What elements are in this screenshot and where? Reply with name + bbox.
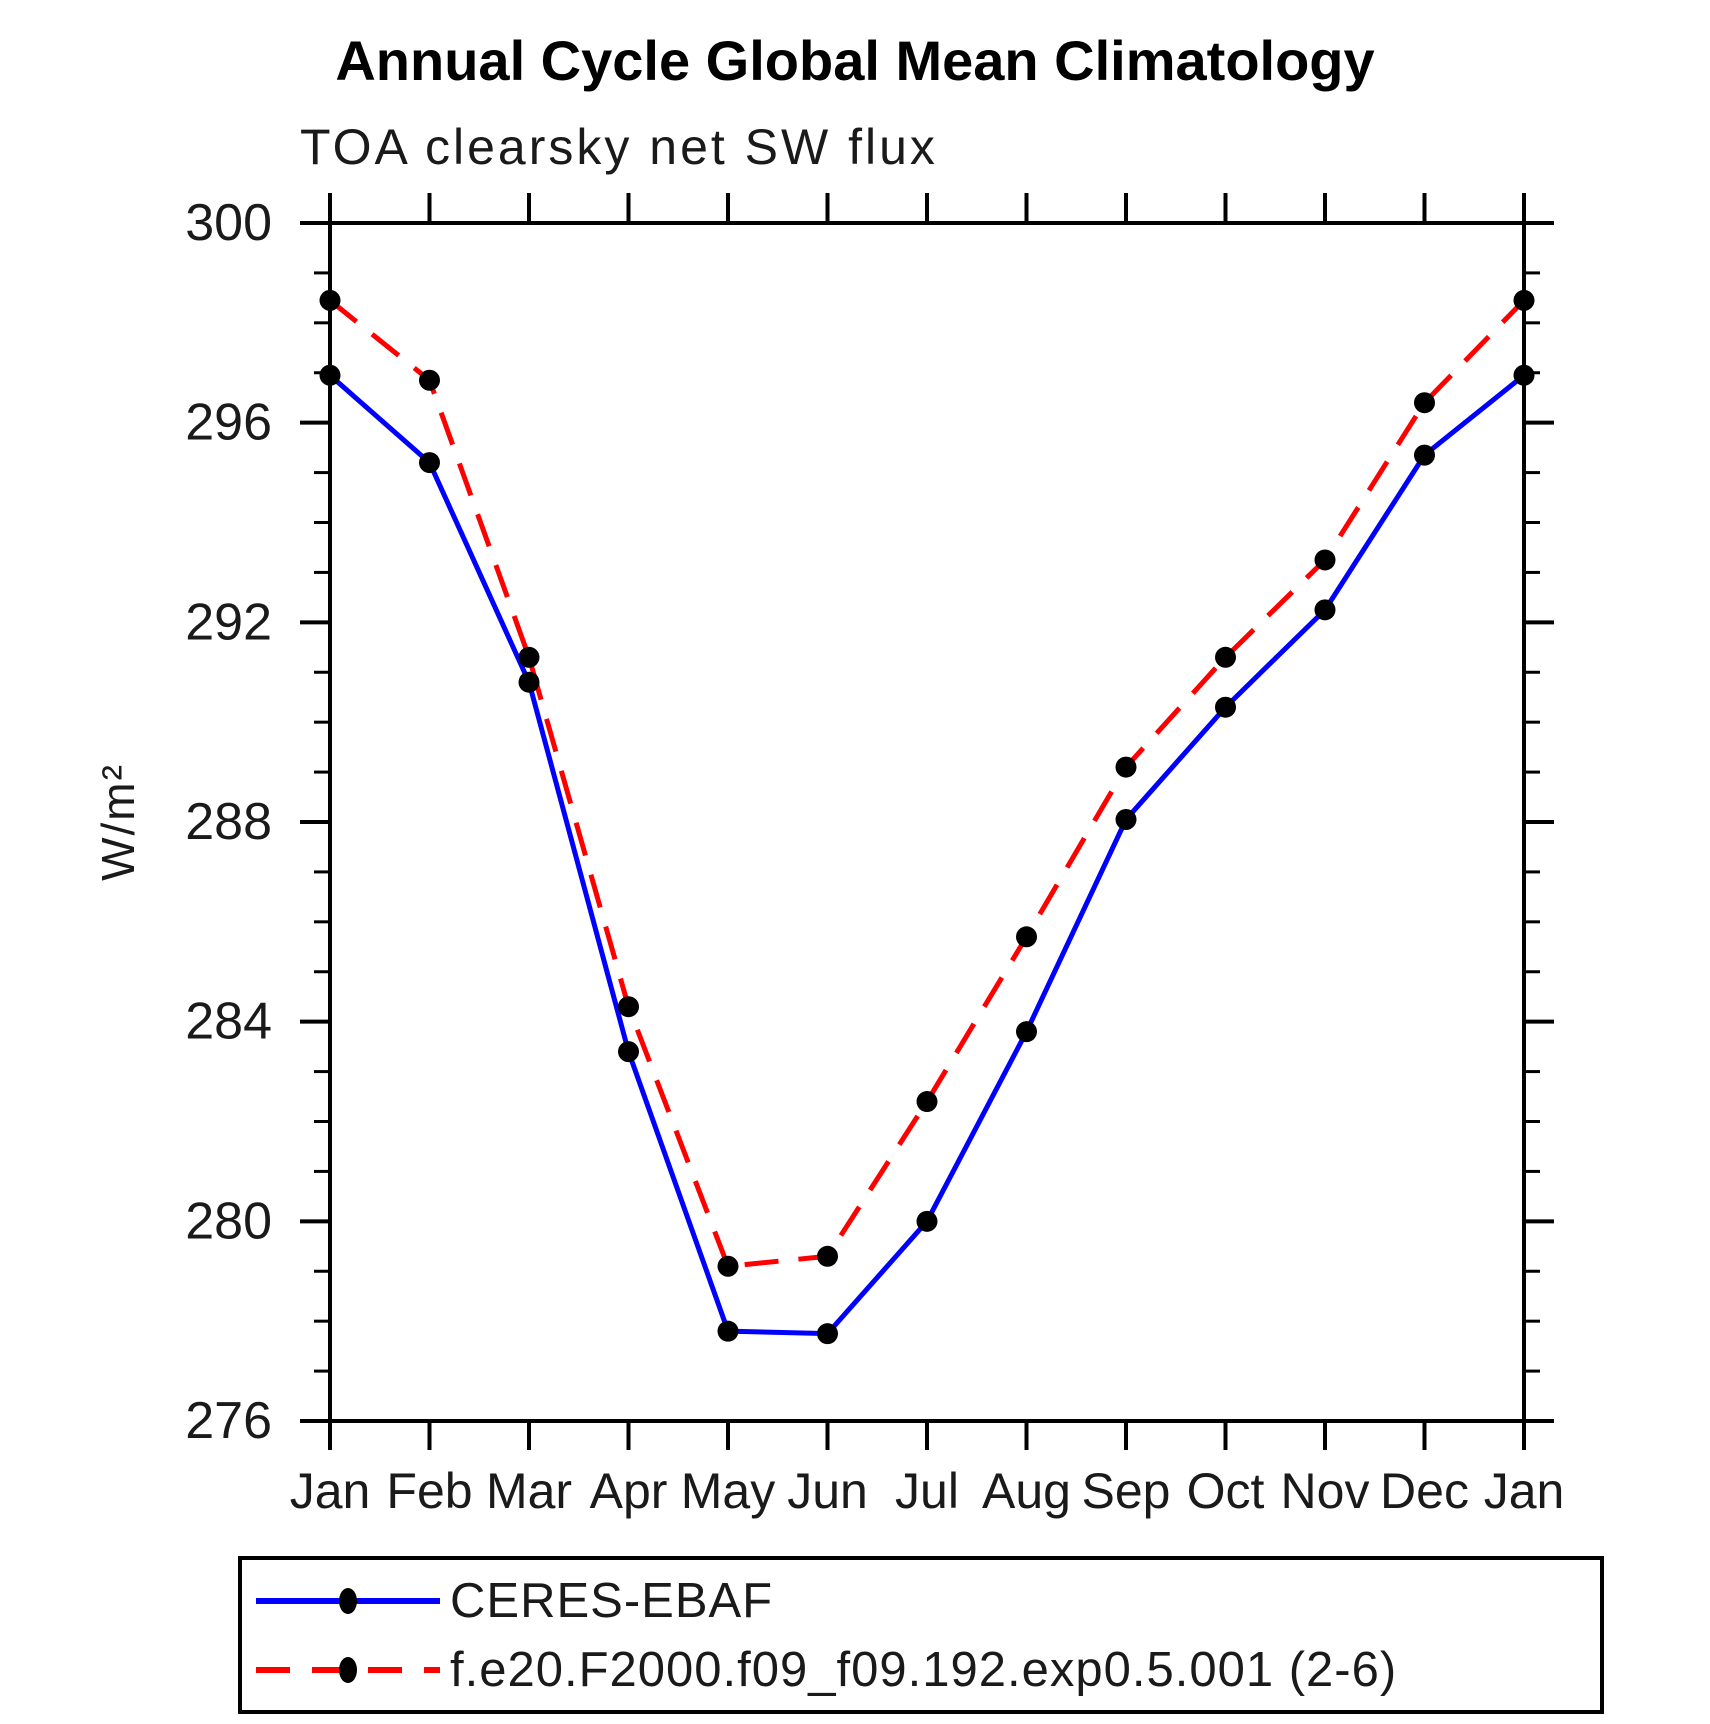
y-axis-tick-label: 280 <box>185 1192 272 1250</box>
x-axis-tick-label: May <box>681 1463 775 1519</box>
plot-frame <box>328 221 1526 1423</box>
data-point-marker-0 <box>916 1210 938 1232</box>
x-axis-tick-label: Jan <box>1484 1463 1565 1519</box>
data-point-marker-0 <box>1314 599 1336 621</box>
series-line-0 <box>328 373 1526 1337</box>
data-point-marker-0 <box>419 452 440 474</box>
x-axis-tick-label: Jun <box>787 1463 868 1519</box>
data-point-marker-0 <box>618 1041 639 1063</box>
series-line-1 <box>328 298 1526 1269</box>
x-axis-tick-label: Jul <box>895 1463 959 1519</box>
legend-marker-icon <box>339 1587 357 1614</box>
data-point-marker-1 <box>717 1255 739 1277</box>
data-point-marker-1 <box>916 1091 938 1113</box>
chart-subtitle: TOA clearsky net SW flux <box>300 119 938 175</box>
data-point-marker-1 <box>319 289 341 311</box>
y-axis-tick-label: 288 <box>185 793 272 851</box>
data-point-marker-1 <box>518 646 540 668</box>
x-axis-tick-label: Jan <box>290 1463 371 1519</box>
legend-swatch-dashed-line <box>256 1656 440 1683</box>
x-axis-tick-label: Oct <box>1187 1463 1265 1519</box>
data-point-marker-1 <box>618 996 639 1018</box>
data-point-marker-0 <box>1414 444 1435 466</box>
y-axis-tick-label: 292 <box>185 593 272 651</box>
x-axis-tick-label: Feb <box>386 1463 472 1519</box>
data-point-marker-0 <box>717 1320 739 1342</box>
data-point-marker-0 <box>1513 364 1535 386</box>
data-point-marker-1 <box>419 369 440 391</box>
data-point-marker-1 <box>1513 289 1535 311</box>
legend-swatch-solid-line <box>256 1587 440 1614</box>
x-axis-tick-label: Aug <box>982 1463 1071 1519</box>
x-axis-tick-label: Dec <box>1380 1463 1469 1519</box>
x-axis-tick-label: Nov <box>1281 1463 1370 1519</box>
data-point-marker-1 <box>817 1245 838 1267</box>
legend-item-model-run: f.e20.F2000.f09_f09.192.exp0.5.001 (2-6) <box>250 1642 1600 1698</box>
data-point-marker-1 <box>1016 926 1037 948</box>
data-point-marker-1 <box>1414 392 1435 414</box>
data-point-marker-1 <box>1115 756 1137 778</box>
y-axis-tick-label: 300 <box>185 194 272 252</box>
data-point-marker-0 <box>319 364 341 386</box>
data-point-marker-1 <box>1314 549 1336 571</box>
data-point-marker-0 <box>518 671 540 693</box>
legend: CERES-EBAF f.e20.F2000.f09_f09.192.exp0.… <box>238 1556 1604 1714</box>
page-title: Annual Cycle Global Mean Climatology <box>335 29 1375 92</box>
data-point-marker-0 <box>1115 809 1137 831</box>
y-axis-tick-label: 296 <box>185 394 272 452</box>
x-axis-tick-label: Sep <box>1082 1463 1171 1519</box>
data-point-marker-0 <box>1016 1021 1037 1043</box>
data-point-marker-0 <box>817 1323 838 1345</box>
legend-label: CERES-EBAF <box>450 1573 774 1628</box>
data-point-marker-1 <box>1215 646 1236 668</box>
legend-label: f.e20.F2000.f09_f09.192.exp0.5.001 (2-6) <box>450 1642 1398 1697</box>
x-axis-tick-label: Mar <box>486 1463 572 1519</box>
x-axis-tick-label: Apr <box>590 1463 668 1519</box>
legend-item-ceres-ebaf: CERES-EBAF <box>250 1573 1600 1629</box>
y-axis-tick-label: 276 <box>185 1392 272 1450</box>
data-point-marker-0 <box>1215 696 1236 718</box>
y-axis-tick-label: 284 <box>185 993 272 1051</box>
legend-marker-icon <box>339 1656 357 1683</box>
